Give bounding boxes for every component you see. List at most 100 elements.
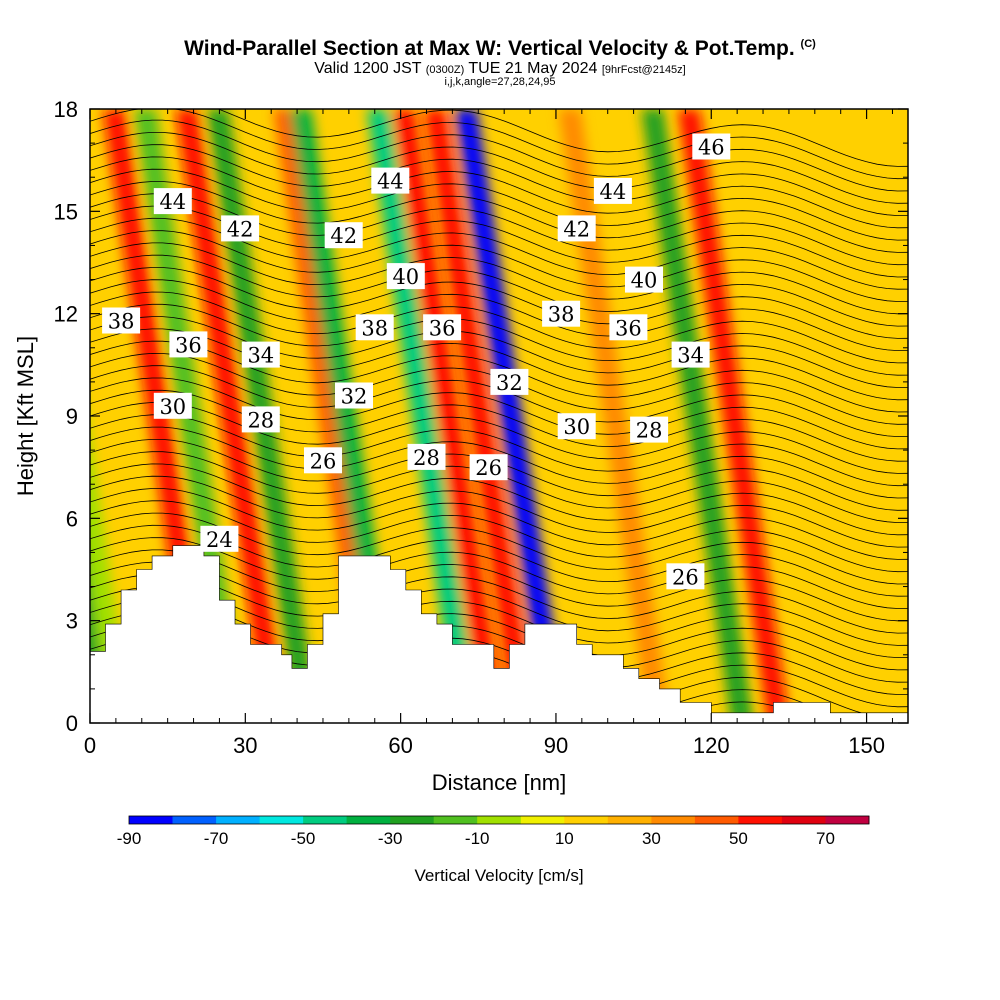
contour-label-box	[324, 222, 363, 249]
contour-label-text: 44	[159, 190, 186, 214]
contour-label: 38	[102, 307, 141, 334]
contour-label: 42	[221, 215, 260, 242]
velocity-cell-13	[641, 109, 754, 723]
contour-label: 34	[241, 341, 280, 368]
contour-label-text: 36	[615, 316, 642, 340]
contour-label: 36	[609, 314, 648, 341]
contour-label-box	[557, 215, 596, 242]
colorbar-swatch	[346, 816, 391, 824]
contour-label-box	[609, 314, 648, 341]
contour-label: 42	[324, 222, 363, 249]
x-tick-label: 90	[544, 733, 568, 758]
contour-label-box	[371, 167, 410, 194]
velocity-cell-12	[558, 109, 671, 723]
contour-label-box	[490, 368, 529, 395]
index-info: i,j,k,angle=27,28,24,95	[444, 76, 556, 88]
velocity-cell-11	[454, 109, 567, 723]
colorbar-frame	[128, 815, 870, 825]
contour-label-box	[386, 263, 425, 290]
isentrope-line	[90, 316, 908, 388]
contour-label: 40	[625, 266, 663, 293]
contour-label-box	[557, 413, 596, 440]
contour-label-box	[221, 215, 260, 242]
colorbar-tick-label: 70	[816, 829, 835, 848]
colorbar-swatch	[564, 816, 609, 824]
contour-label: 44	[371, 167, 410, 194]
contour-label-box	[542, 300, 581, 327]
valid-time: Valid 1200 JST	[314, 60, 422, 77]
isentrope-line	[90, 144, 908, 217]
contour-label: 26	[304, 447, 342, 474]
x-tick-label: 120	[693, 733, 730, 758]
contour-label: 34	[671, 341, 710, 368]
colorbar-tick-label: -30	[378, 829, 403, 848]
colorbar-tick-label: 10	[555, 829, 574, 848]
contour-label-text: 26	[310, 449, 337, 473]
colorbar-swatch	[303, 816, 348, 824]
contour-label: 44	[153, 188, 192, 215]
y-tick-label: 0	[66, 711, 78, 736]
contour-label: 42	[557, 215, 596, 242]
isentrope-line	[90, 389, 908, 462]
colorbar-swatch	[433, 816, 478, 824]
contour-label-text: 46	[698, 136, 725, 160]
colorbar-swatch	[129, 816, 173, 824]
forecast-info: [9hrFcst@2145z]	[601, 64, 686, 76]
x-tick-label: 30	[233, 733, 257, 758]
contour-label-text: 38	[548, 303, 575, 327]
contour-label-box	[692, 133, 731, 160]
contour-label: 36	[423, 314, 462, 341]
isentrope-line	[90, 109, 908, 167]
contour-label: 30	[153, 392, 192, 419]
contour-label-box	[666, 563, 705, 590]
contour-label: 28	[630, 416, 669, 443]
contour-label-box	[625, 266, 663, 293]
contour-label: 38	[355, 314, 394, 341]
y-tick-label: 9	[66, 404, 78, 429]
isentrope-line	[90, 426, 908, 499]
isentrope-line	[90, 254, 908, 327]
contour-label-box	[102, 307, 141, 334]
contour-labels: 44 42 42 44 40 44 42 46 40 38 36 38 36 38 36 34 34 32 32 30…	[102, 133, 731, 590]
isentrope-line	[90, 402, 908, 474]
valid-date: TUE 21 May 2024	[468, 60, 598, 77]
contour-label-text: 26	[475, 456, 502, 480]
velocity-cell-4	[175, 109, 288, 723]
colorbar-swatch	[520, 816, 565, 824]
contour-label-text: 28	[636, 419, 663, 443]
colorbar-swatch	[825, 816, 870, 824]
contour-label: 46	[692, 133, 731, 160]
isentrope-line	[90, 193, 908, 266]
contour-label-text: 26	[672, 565, 699, 589]
contour-label-text: 42	[227, 217, 254, 241]
colorbar-swatch	[390, 816, 435, 824]
plot-area	[90, 109, 908, 723]
contour-label-box	[304, 447, 342, 474]
contour-label-text: 32	[341, 385, 368, 409]
colorbar-swatch	[216, 816, 261, 824]
contour-label-text: 38	[108, 310, 135, 334]
contour-label-text: 24	[206, 528, 233, 552]
contour-label: 40	[386, 263, 425, 290]
contour-label: 26	[666, 563, 705, 590]
chart-title: Wind-Parallel Section at Max W: Vertical…	[0, 37, 1000, 61]
isentrope-line	[90, 267, 908, 339]
colorbar-swatch	[694, 816, 739, 824]
contour-label-text: 30	[159, 395, 186, 419]
y-axis-label: Height [Kft MSL]	[13, 336, 38, 496]
contour-label-text: 40	[392, 265, 419, 289]
isentrope-line	[90, 303, 908, 376]
isentrope-line	[90, 475, 908, 548]
colorbar-swatch	[651, 816, 696, 824]
contour-label: 36	[169, 331, 208, 358]
colorbar-tick-label: -70	[204, 829, 229, 848]
colorbar-tick-label: 30	[642, 829, 661, 848]
isentrope-line	[90, 242, 908, 315]
isentrope-line	[90, 500, 908, 573]
contour-label-text: 28	[413, 446, 440, 470]
isentrope-line	[90, 328, 908, 401]
colorbar-tick-label: -50	[291, 829, 316, 848]
isentrope-line	[90, 414, 908, 487]
contour-label-text: 44	[377, 170, 404, 194]
contour-label: 24	[200, 525, 239, 552]
